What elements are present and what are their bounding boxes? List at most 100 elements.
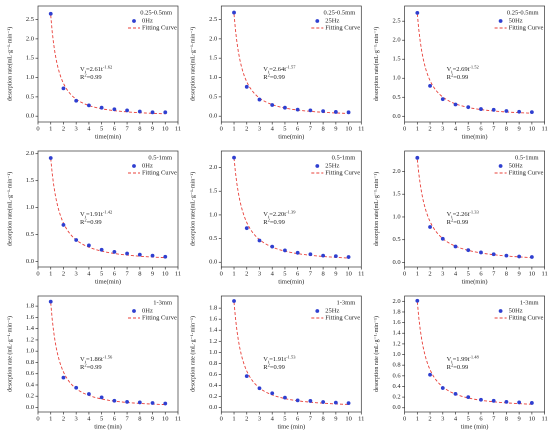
y-tick-label: 1.6 (26, 314, 35, 321)
y-tick-label: 0.6 (209, 371, 218, 378)
fit-curve (50, 15, 166, 115)
y-tick-label: 1.4 (209, 327, 218, 334)
chart-title: 0.25-0.5mm (324, 9, 356, 16)
y-tick-label: 1.0 (209, 349, 217, 356)
legend-label: Fitting Curve (142, 24, 177, 31)
data-point (321, 253, 326, 258)
x-tick-label: 0 (403, 125, 406, 132)
data-point (232, 155, 236, 160)
y-tick-label: 0.4 (209, 382, 218, 389)
x-tick-label: 5 (467, 415, 470, 422)
x-tick-label: 9 (518, 415, 521, 422)
x-tick-label: 7 (125, 415, 129, 422)
r2-part: =0.99 (87, 364, 102, 371)
legend-marker (132, 19, 136, 23)
data-point (529, 401, 534, 405)
x-tick-label: 6 (296, 125, 300, 132)
r2-sup: 2 (268, 362, 270, 367)
chart-title: 1-3mm (153, 299, 172, 306)
y-tick-label: 0.0 (392, 259, 400, 266)
y-tick-label: 0.5 (392, 94, 400, 101)
x-tick-label: 0 (220, 270, 223, 277)
r2-part: =0.99 (453, 364, 468, 371)
data-point (453, 392, 458, 396)
x-tick-label: 1 (232, 270, 235, 277)
y-tick-label: 0.8 (209, 360, 217, 367)
r2-part: R (263, 364, 268, 371)
x-tick-label: 8 (505, 270, 508, 277)
x-tick-label: 4 (454, 270, 458, 277)
data-point (163, 401, 168, 406)
y-tick-label: 0.0 (26, 258, 34, 265)
x-axis-label: time(min) (462, 133, 488, 140)
r2-part: R (263, 219, 268, 226)
x-tick-label: 4 (454, 125, 458, 132)
legend-label: 50Hz (509, 162, 523, 169)
eq-sub: t (268, 69, 270, 74)
y-tick-label: 1.0 (392, 351, 400, 358)
data-point (346, 110, 351, 115)
x-tick-label: 0 (220, 415, 223, 422)
x-tick-label: 10 (529, 415, 536, 422)
r2-sup: 2 (84, 217, 86, 222)
x-axis-label: time(min) (462, 278, 488, 285)
y-tick-label: 0.5 (26, 93, 34, 100)
fit-equation: Vt=1.86t-1.56 (80, 354, 113, 364)
chart-title: 1-3mm (520, 299, 539, 306)
data-point (440, 236, 445, 241)
eq-sub: t (268, 214, 270, 219)
y-tick-label: 0.8 (26, 359, 34, 366)
x-tick-label: 11 (175, 415, 181, 422)
x-tick-label: 5 (283, 415, 286, 422)
eq-part: V (447, 66, 452, 73)
data-point (163, 110, 168, 115)
eq-sub: t (85, 69, 87, 74)
x-tick-label: 5 (100, 270, 103, 277)
data-point (415, 155, 420, 160)
y-axis-label: desorption rate(mL·g⁻¹·min⁻¹) (6, 172, 13, 246)
y-axis-label: desorption rate (mL·g⁻¹·min⁻¹) (6, 316, 13, 392)
x-tick-label: 4 (87, 270, 91, 277)
x-tick-label: 11 (358, 270, 364, 277)
eq-part: =2.64t (269, 66, 286, 73)
data-point (466, 105, 471, 110)
fit-equation: Vt=2.69t-1.52 (447, 64, 479, 74)
y-tick-label: 2.5 (209, 16, 217, 23)
r2-sup: 2 (268, 217, 270, 222)
data-point (333, 254, 338, 259)
chart-title: 0.25-0.5mm (507, 9, 539, 16)
y-tick-label: 0.6 (392, 372, 401, 379)
y-tick-label: 0.4 (392, 383, 401, 390)
data-point (415, 298, 420, 303)
data-point (308, 108, 313, 113)
x-tick-label: 7 (125, 125, 129, 132)
eq-sup: -1.42 (103, 209, 112, 214)
x-tick-label: 1 (232, 125, 235, 132)
x-tick-label: 3 (258, 270, 261, 277)
data-point (504, 399, 509, 404)
plot-frame (220, 150, 362, 268)
data-point (87, 243, 91, 248)
x-tick-label: 1 (416, 415, 419, 422)
data-point (453, 102, 458, 107)
data-point (440, 386, 445, 390)
data-point (74, 238, 79, 242)
plot-frame (404, 150, 545, 268)
data-point (137, 400, 142, 405)
eq-part: =1.99t (453, 356, 470, 363)
x-tick-label: 7 (309, 125, 313, 132)
data-point (61, 375, 66, 380)
data-point (87, 392, 91, 396)
y-tick-label: 1.5 (209, 188, 217, 195)
x-tick-label: 7 (309, 270, 313, 277)
x-tick-label: 2 (62, 270, 65, 277)
data-point (137, 252, 142, 257)
legend-label: Fitting Curve (142, 314, 177, 321)
legend-marker (498, 164, 503, 168)
x-tick-label: 10 (529, 270, 536, 277)
data-point (479, 250, 483, 255)
x-axis-label: time (min) (277, 423, 305, 430)
x-axis-label: time(min) (95, 278, 121, 285)
fit-equation: Vt=1.99t-1.48 (447, 354, 480, 364)
x-tick-label: 0 (36, 270, 39, 277)
